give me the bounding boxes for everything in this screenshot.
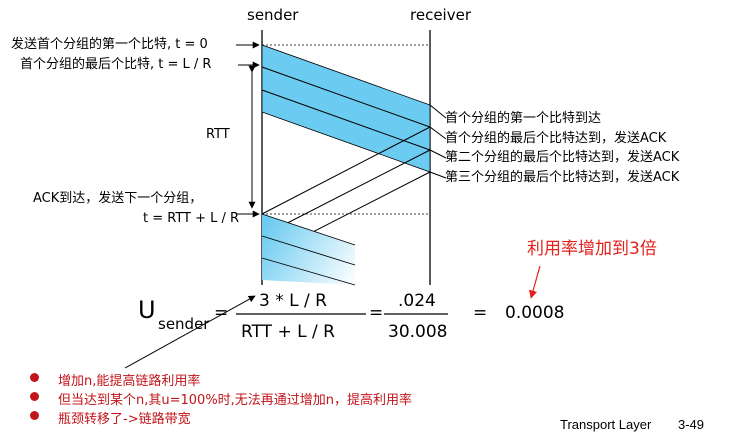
equals-1: = [214, 303, 229, 323]
third-bit-connector [429, 171, 447, 179]
bullet-text: 增加n,能提高链路利用率 [58, 374, 201, 389]
next-packet-band [262, 214, 355, 285]
ack-time-label: t = RTT + L / R [143, 211, 240, 226]
receiver-header: receiver [410, 6, 471, 24]
numerator: 3 * L / R [259, 291, 327, 311]
last-bit-arrives-label: 首个分组的最后个比特达到，发送ACK [445, 131, 667, 146]
bullet-dot-icon [30, 411, 39, 420]
formula-to-diagram-arrow [124, 295, 256, 369]
fraction-denominator: 30.008 [388, 322, 448, 342]
first-bit-arrives-label: 首个分组的第一个比特到达 [445, 111, 602, 126]
equals-2: = [369, 303, 384, 323]
next-boundary-3 [261, 257, 356, 286]
bullet-dot-icon [30, 392, 39, 401]
rtt-label: RTT [206, 127, 230, 142]
equals-3: = [473, 303, 488, 323]
last-bit-connector [429, 126, 447, 140]
result-value: 0.0008 [505, 303, 565, 323]
second-bit-connector [429, 149, 447, 159]
last-bit-sent-label: 首个分组的最后个比特, t = L / R [20, 57, 212, 72]
next-boundary-1 [261, 213, 356, 246]
denominator: RTT + L / R [241, 322, 335, 342]
first-bit-sent-label: 发送首个分组的第一个比特, t = 0 [11, 37, 208, 52]
fraction-numerator: .024 [398, 291, 436, 311]
second-packet-label: 第二个分组的最后个比特达到，发送ACK [445, 150, 680, 165]
sender-header: sender [247, 6, 299, 24]
ack-line-2 [261, 149, 431, 237]
utilization-annotation: 利用率增加到3倍 [527, 239, 657, 259]
packet-2-boundary [261, 89, 431, 151]
annotation-arrow [529, 265, 541, 299]
ack-line-1 [261, 126, 431, 215]
packet-1-boundary [261, 66, 431, 128]
footer-topic: Transport Layer [560, 417, 652, 432]
u-subscript: sender [158, 315, 210, 333]
bullet-text: 瓶颈转移了->链路带宽 [58, 412, 191, 427]
u-symbol: U [138, 296, 156, 324]
first-bit-connector [429, 104, 447, 119]
ack-arrives-label: ACK到达，发送下一个分组， [33, 191, 203, 206]
third-packet-label: 第三个分组的最后个比特达到，发送ACK [445, 170, 680, 185]
bullet-dot-icon [30, 373, 39, 382]
next-boundary-2 [261, 235, 356, 266]
packet-band [261, 44, 431, 173]
bullet-text: 但当达到某个n,其u=100%时,无法再通过增加n，提高利用率 [58, 393, 413, 408]
footer-page: 3-49 [678, 417, 705, 432]
